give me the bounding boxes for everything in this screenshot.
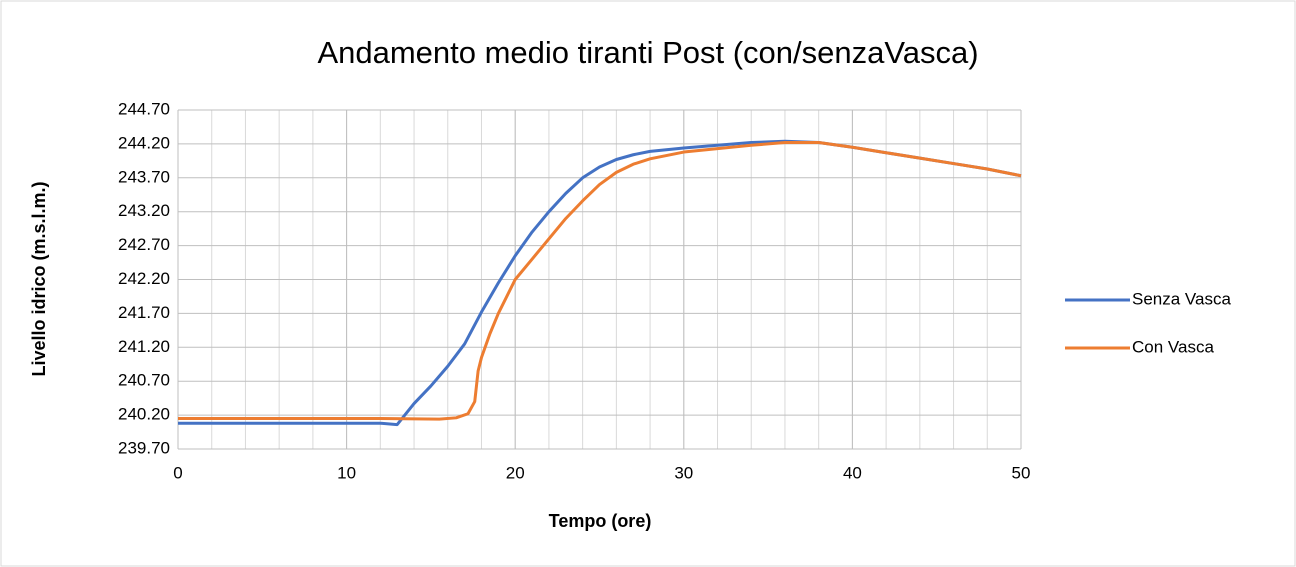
chart-title: Andamento medio tiranti Post (con/senzaV… <box>317 35 978 70</box>
legend-label: Senza Vasca <box>1132 289 1231 308</box>
x-tick-label: 20 <box>506 463 525 482</box>
y-tick-label: 241.20 <box>118 337 170 356</box>
y-tick-label: 239.70 <box>118 438 170 457</box>
y-tick-label: 242.20 <box>118 269 170 288</box>
x-tick-label: 0 <box>173 463 182 482</box>
y-tick-label: 240.70 <box>118 371 170 390</box>
x-tick-label: 50 <box>1012 463 1031 482</box>
y-tick-label: 243.70 <box>118 167 170 186</box>
series-line <box>178 141 1022 421</box>
y-tick-label: 243.20 <box>118 201 170 220</box>
y-tick-label: 244.70 <box>118 99 170 118</box>
x-tick-label: 40 <box>843 463 862 482</box>
y-tick-label: 241.70 <box>118 303 170 322</box>
y-tick-label: 242.70 <box>118 235 170 254</box>
x-tick-label: 10 <box>337 463 356 482</box>
y-tick-label: 244.20 <box>118 133 170 152</box>
x-axis-label: Tempo (ore) <box>549 511 652 531</box>
y-axis-label: Livello idrico (m.s.l.m.) <box>29 181 49 376</box>
legend-label: Con Vasca <box>1132 337 1214 356</box>
y-tick-label: 240.20 <box>118 405 170 424</box>
x-tick-label: 30 <box>674 463 693 482</box>
